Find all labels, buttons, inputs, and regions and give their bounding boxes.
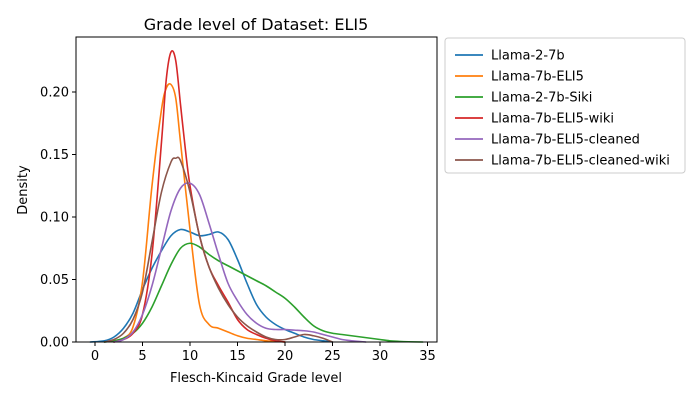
y-tick-label: 0.15 <box>40 148 69 163</box>
x-tick-label: 5 <box>138 349 146 364</box>
legend-label: Llama-2-7b-Siki <box>491 91 592 106</box>
x-tick-label: 35 <box>419 349 436 364</box>
y-ticks: 0.00 0.05 0.10 0.15 0.20 <box>40 86 76 351</box>
legend-label: Llama-7b-ELI5-wiki <box>491 112 614 127</box>
legend-box <box>444 37 686 174</box>
chart-title: Grade level of Dataset: ELI5 <box>144 15 369 34</box>
y-tick-label: 0.00 <box>40 336 69 351</box>
x-ticks: 0 5 10 15 20 25 30 35 <box>91 342 436 364</box>
series-line-1 <box>113 82 286 343</box>
legend-label: Llama-7b-ELI5 <box>491 70 584 85</box>
legend-label: Llama-2-7b <box>491 49 565 64</box>
series-line-0 <box>89 228 334 343</box>
x-tick-label: 15 <box>229 349 246 364</box>
legend-label: Llama-7b-ELI5-cleaned <box>491 133 640 148</box>
x-tick-label: 10 <box>182 349 199 364</box>
x-tick-label: 30 <box>372 349 389 364</box>
series-line-5 <box>103 156 334 343</box>
legend-label: Llama-7b-ELI5-cleaned-wiki <box>491 154 670 169</box>
series-line-2 <box>103 242 424 343</box>
legend: Llama-2-7b Llama-7b-ELI5 Llama-2-7b-Siki Ll… <box>444 37 686 174</box>
series-line-4 <box>113 182 367 343</box>
series-lines <box>89 50 424 343</box>
x-tick-label: 0 <box>91 349 99 364</box>
y-tick-label: 0.20 <box>40 86 69 101</box>
plot-frame <box>75 36 438 343</box>
x-tick-label: 25 <box>324 349 341 364</box>
y-axis-label: Density <box>16 165 31 215</box>
y-tick-label: 0.10 <box>40 211 69 226</box>
series-line-3 <box>113 50 286 343</box>
x-tick-label: 20 <box>277 349 294 364</box>
y-tick-label: 0.05 <box>40 273 69 288</box>
x-axis-label: Flesch-Kincaid Grade level <box>170 371 342 386</box>
